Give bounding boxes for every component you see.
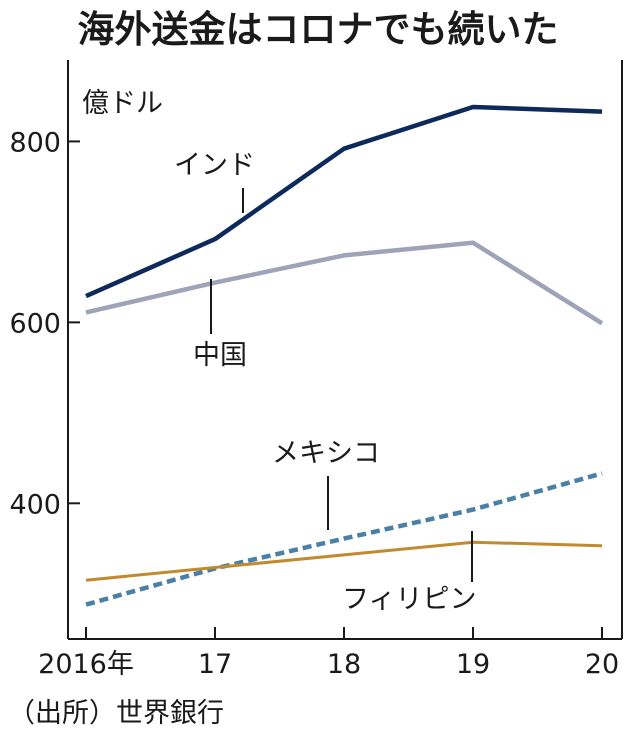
y-ticks: 400 600 800 bbox=[9, 127, 80, 520]
series-line-1 bbox=[85, 240, 604, 326]
x-tick-label: 18 bbox=[327, 649, 361, 680]
china-label: 中国 bbox=[193, 340, 247, 371]
chart-title: 海外送金はコロナでも続いた bbox=[78, 8, 559, 51]
mexico-label: メキシコ bbox=[272, 438, 380, 469]
x-tick-label: 20 bbox=[585, 649, 619, 680]
y-tick-label: 800 bbox=[9, 127, 61, 158]
y-tick-label: 400 bbox=[9, 489, 61, 520]
series-line-2 bbox=[85, 471, 603, 607]
series-line-0 bbox=[85, 104, 603, 299]
series-lines bbox=[85, 104, 604, 607]
x-tick-label: 17 bbox=[198, 649, 232, 680]
x-tick-label: 2016年 bbox=[38, 649, 134, 680]
x-ticks: 2016年 17 18 19 20 bbox=[38, 627, 619, 680]
series-annotations: インド 中国 メキシコ フィリピン bbox=[174, 150, 476, 615]
series-line-3 bbox=[85, 540, 603, 582]
philippines-label: フィリピン bbox=[342, 584, 476, 615]
source-note: （出所）世界銀行 bbox=[8, 698, 224, 729]
india-label: インド bbox=[174, 150, 255, 181]
y-tick-label: 600 bbox=[9, 308, 61, 339]
x-tick-label: 19 bbox=[456, 649, 490, 680]
y-unit-label: 億ドル bbox=[82, 88, 163, 119]
